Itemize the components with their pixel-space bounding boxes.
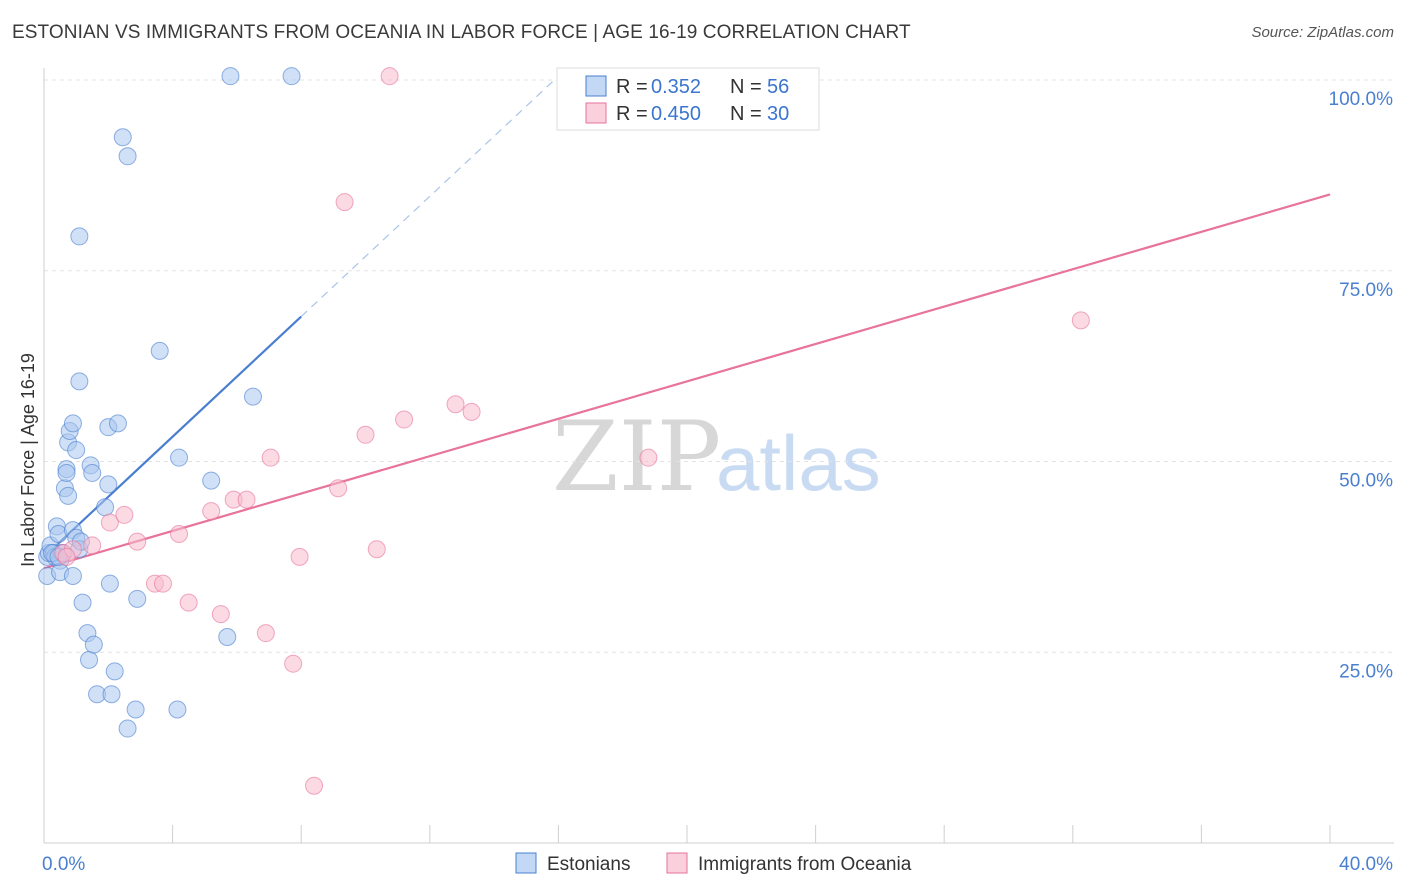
trend-lines — [43, 75, 1331, 570]
watermark-zip: ZIP — [552, 401, 721, 513]
estonian-point — [150, 341, 169, 360]
estonian-point — [73, 593, 92, 612]
stats-r-value: 0.352 — [651, 76, 701, 98]
estonian-point — [118, 147, 137, 166]
estonian-point — [57, 463, 76, 482]
stats-r-label: R = — [616, 76, 648, 98]
oceania-point — [1071, 311, 1090, 330]
chart-title: ESTONIAN VS IMMIGRANTS FROM OCEANIA IN L… — [12, 22, 911, 43]
oceania-point — [153, 574, 172, 593]
stats-r-value: 0.450 — [651, 103, 701, 125]
estonian-point — [168, 700, 187, 719]
oceania-point — [380, 67, 399, 86]
stats-n-label: N = — [730, 76, 762, 98]
estonian-point — [128, 589, 147, 608]
estonian-point — [126, 700, 145, 719]
oceania-point — [237, 490, 256, 509]
y-tick-label: 75.0% — [1339, 280, 1393, 301]
stats-box: R = 0.352 N = 56 R = 0.450 N = 30 — [556, 67, 820, 131]
stats-n-value: 56 — [767, 76, 789, 98]
oceania-point — [170, 524, 189, 543]
estonian-point — [282, 67, 301, 86]
legend-swatch-0 — [515, 852, 537, 874]
oceania-point — [179, 593, 198, 612]
oceania-point — [202, 502, 221, 521]
oceania-point — [57, 547, 76, 566]
data-points — [38, 67, 1090, 795]
legend-swatch-1 — [666, 852, 688, 874]
oceania-point — [639, 448, 658, 467]
legend-label-1: Immigrants from Oceania — [698, 854, 912, 875]
oceania-point — [305, 776, 324, 795]
watermark: ZIP atlas — [552, 401, 881, 513]
estonian-point — [118, 719, 137, 738]
oceania-point — [367, 540, 386, 559]
oceania-point — [256, 624, 275, 643]
axes — [43, 68, 1394, 844]
estonian-point — [96, 498, 115, 517]
oceania-point — [83, 536, 102, 555]
oceania-point — [115, 505, 134, 524]
stats-swatch-1 — [585, 102, 607, 124]
stats-r-label: R = — [616, 103, 648, 125]
estonian-point — [218, 627, 237, 646]
trend-line-extension-0 — [300, 75, 559, 317]
y-tick-label: 25.0% — [1339, 661, 1393, 682]
estonian-point — [100, 574, 119, 593]
oceania-point — [446, 395, 465, 414]
legend-label-0: Estonians — [547, 854, 630, 875]
estonian-point — [67, 441, 86, 460]
estonian-point — [243, 387, 262, 406]
oceania-point — [462, 402, 481, 421]
estonian-point — [202, 471, 221, 490]
estonian-point — [70, 372, 89, 391]
y-tick-label: 50.0% — [1339, 471, 1393, 492]
oceania-point — [261, 448, 280, 467]
oceania-point — [329, 479, 348, 498]
stats-n-label: N = — [730, 103, 762, 125]
y-tick-label: 100.0% — [1329, 89, 1394, 110]
watermark-atlas: atlas — [716, 419, 881, 507]
estonian-point — [113, 128, 132, 147]
estonian-point — [83, 463, 102, 482]
estonian-point — [63, 414, 82, 433]
estonian-point — [102, 685, 121, 704]
legend: Estonians Immigrants from Oceania — [515, 852, 912, 875]
oceania-point — [100, 513, 119, 532]
stats-n-value: 30 — [767, 103, 789, 125]
oceania-point — [284, 654, 303, 673]
estonian-point — [59, 486, 78, 505]
estonian-point — [63, 566, 82, 585]
x-tick-label: 40.0% — [1339, 854, 1393, 875]
oceania-point — [356, 425, 375, 444]
oceania-point — [335, 193, 354, 212]
oceania-point — [290, 547, 309, 566]
estonian-point — [80, 650, 99, 669]
grid — [44, 79, 1394, 653]
x-tick-labels: 0.0% 40.0% — [42, 854, 1393, 875]
oceania-point — [211, 605, 230, 624]
estonian-point — [170, 448, 189, 467]
x-tick-label: 0.0% — [42, 854, 85, 875]
trend-line-0 — [43, 315, 302, 558]
estonian-point — [221, 67, 240, 86]
oceania-point — [128, 532, 147, 551]
stats-swatch-0 — [585, 75, 607, 97]
estonian-point — [84, 635, 103, 654]
y-tick-labels: 25.0% 50.0% 75.0% 100.0% — [1329, 89, 1394, 682]
estonian-point — [70, 227, 89, 246]
estonian-point — [108, 414, 127, 433]
source-label: Source: ZipAtlas.com — [1251, 24, 1394, 41]
oceania-point — [395, 410, 414, 429]
trend-line-1 — [43, 193, 1331, 570]
estonian-point — [99, 475, 118, 494]
estonian-point — [105, 662, 124, 681]
y-axis-label: In Labor Force | Age 16-19 — [18, 353, 38, 567]
